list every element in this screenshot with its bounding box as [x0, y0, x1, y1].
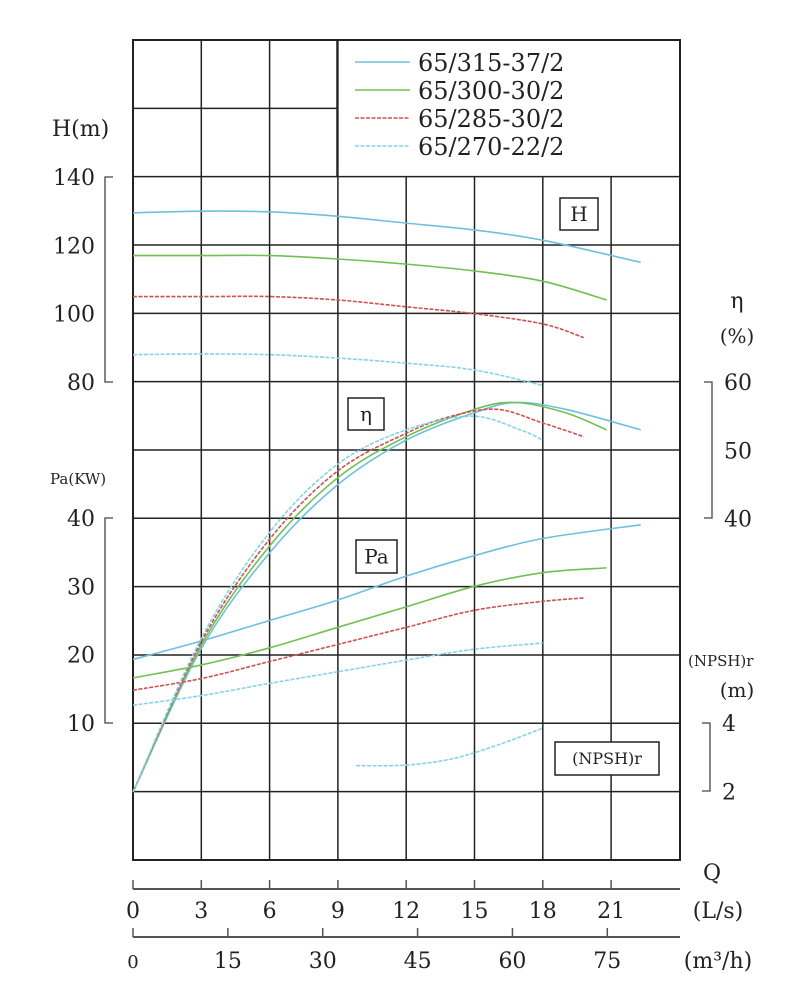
pa-axis-label: Pa(KW): [50, 470, 106, 488]
pa-tick-label: 40: [67, 507, 95, 532]
q-ls-tick-label: 0: [126, 899, 140, 924]
curve-eta-65-270-22-2: [132, 415, 544, 793]
pa-box-label: Pa: [364, 545, 389, 569]
h-tick-label: 140: [53, 166, 95, 191]
q-ls-tick-label: 15: [461, 899, 489, 924]
curve-h-65-315-37-2: [132, 210, 641, 264]
h-box: [559, 197, 599, 231]
q-m3h-tick-label: 0: [127, 952, 138, 973]
npsh-tick-label: 4: [722, 712, 736, 737]
eta-tick-label: 40: [724, 508, 752, 533]
curve-npsh-65-270-22-2: [356, 727, 544, 767]
legend-label: 65/315-37/2: [418, 49, 564, 77]
eta-axis-label: η: [730, 289, 743, 314]
h-box-label: H: [570, 202, 587, 226]
q-m3h-tick-label: 15: [214, 949, 242, 974]
q-ls-tick-label: 3: [194, 899, 208, 924]
curve-eta-65-300-30-2: [132, 401, 607, 793]
curve-box-labels: Hη Pa (NPSH)r: [347, 197, 660, 776]
curve-h-65-270-22-2: [132, 353, 543, 387]
q-ls-tick-label: 6: [263, 899, 277, 924]
q-m3h-tick-label: 30: [309, 949, 337, 974]
curve-h-65-300-30-2: [133, 254, 607, 301]
h-tick-label: 120: [53, 234, 95, 259]
eta-tick-label: 60: [724, 371, 752, 396]
q-ls-tick-label: 18: [529, 899, 557, 924]
axis-bracket: [704, 381, 713, 519]
npsh-axis-label: (NPSH)r: [688, 652, 754, 670]
axes: H(m)14012010080Pa(KW)40302010η(%)605040(…: [50, 117, 754, 974]
pa-tick-label: 20: [67, 644, 95, 669]
npsh-box: [554, 741, 660, 776]
axis-bracket: [702, 722, 711, 792]
q-m3h-unit: (m³/h): [684, 949, 752, 974]
npsh-tick-label: 2: [722, 780, 736, 805]
eta-box-label: η: [360, 402, 372, 426]
q-axis-label: Q: [703, 861, 721, 886]
q-ls-unit: (L/s): [693, 899, 743, 924]
pa-tick-label: 30: [67, 575, 95, 600]
q-ls-tick-label: 21: [597, 899, 625, 924]
curves: [132, 210, 641, 793]
curve-pa-65-270-22-2: [132, 642, 543, 707]
legend-label: 65/270-22/2: [418, 133, 564, 161]
axis-bracket: [104, 176, 113, 383]
npsh-axis-unit: (m): [720, 678, 755, 702]
curve-pa-65-315-37-2: [132, 524, 641, 661]
h-tick-label: 100: [53, 303, 95, 328]
q-ls-tick-label: 12: [392, 899, 420, 924]
npsh-box-label: (NPSH)r: [572, 749, 642, 768]
legend: 65/315-37/265/300-30/265/285-30/265/270-…: [355, 49, 564, 161]
q-m3h-tick-label: 60: [498, 949, 526, 974]
pa-tick-label: 10: [67, 712, 95, 737]
eta-axis-unit: (%): [720, 324, 755, 348]
curve-eta-65-315-37-2: [132, 401, 641, 793]
q-m3h-tick-label: 45: [404, 949, 432, 974]
curve-eta-65-285-30-2: [132, 408, 585, 793]
eta-tick-label: 50: [724, 439, 752, 464]
curve-pa-65-285-30-2: [132, 597, 584, 691]
q-ls-tick-label: 9: [331, 899, 345, 924]
h-axis-label: H(m): [52, 117, 109, 142]
curve-pa-65-300-30-2: [132, 567, 607, 679]
q-m3h-tick-label: 75: [593, 949, 621, 974]
legend-label: 65/300-30/2: [418, 77, 564, 105]
grid: [132, 39, 681, 861]
curve-h-65-285-30-2: [132, 295, 585, 339]
h-tick-label: 80: [67, 371, 95, 396]
axis-bracket: [104, 517, 113, 724]
eta-box: [347, 397, 385, 431]
legend-label: 65/285-30/2: [418, 105, 564, 133]
pa-box: [355, 539, 398, 574]
